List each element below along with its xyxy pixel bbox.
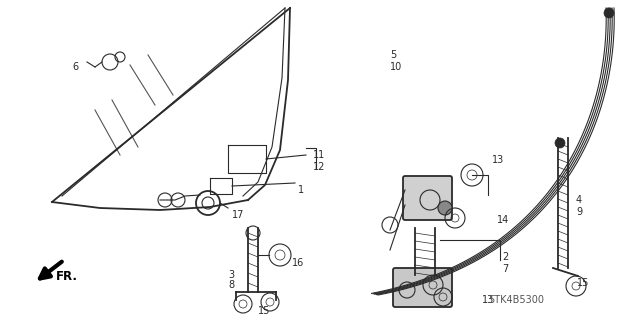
Text: 12: 12 (313, 162, 325, 172)
Text: 6: 6 (72, 62, 78, 72)
Text: 16: 16 (292, 258, 304, 268)
FancyBboxPatch shape (403, 176, 452, 220)
Circle shape (438, 201, 452, 215)
Text: 2: 2 (502, 252, 508, 262)
Text: 10: 10 (390, 62, 403, 72)
Text: 13: 13 (492, 155, 504, 165)
Text: 5: 5 (390, 50, 396, 60)
Text: 15: 15 (258, 306, 270, 316)
Text: FR.: FR. (56, 270, 78, 283)
Text: 1: 1 (298, 185, 304, 195)
Circle shape (604, 8, 614, 18)
Text: 8: 8 (228, 280, 234, 290)
Text: 5TK4B5300: 5TK4B5300 (488, 295, 544, 305)
Text: 4: 4 (576, 195, 582, 205)
Text: 13: 13 (482, 295, 494, 305)
Text: 11: 11 (313, 150, 325, 160)
Circle shape (555, 138, 565, 148)
Text: 7: 7 (502, 264, 508, 274)
Text: 14: 14 (497, 215, 509, 225)
Text: 17: 17 (232, 210, 244, 220)
Text: 15: 15 (577, 278, 589, 288)
Text: 9: 9 (576, 207, 582, 217)
Text: 3: 3 (228, 270, 234, 280)
FancyBboxPatch shape (393, 268, 452, 307)
